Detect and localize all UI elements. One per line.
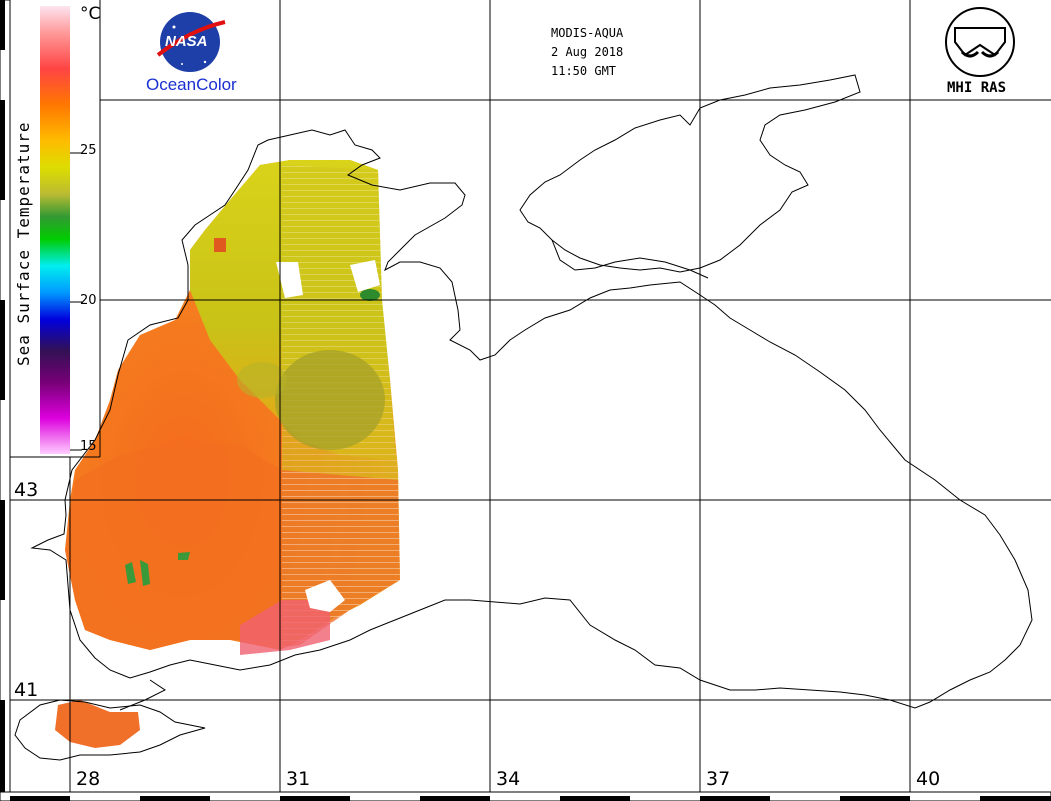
sensor-label: MODIS-AQUA <box>551 26 624 40</box>
lon-label-31: 31 <box>286 768 311 790</box>
lat-label-41: 41 <box>14 679 39 701</box>
sst-data-field <box>55 160 400 748</box>
nasa-logo-text: NASA <box>165 33 208 50</box>
lat-lon-grid <box>10 0 1051 792</box>
oceancolor-label: OceanColor <box>146 75 237 94</box>
lat-label-43: 43 <box>14 479 39 501</box>
colorbar-tick-15: 15 <box>80 439 97 454</box>
bottom-ruler <box>0 791 1051 801</box>
nasa-logo <box>156 12 226 72</box>
lon-label-28: 28 <box>76 768 101 790</box>
date-label: 2 Aug 2018 <box>551 45 624 59</box>
lon-label-40: 40 <box>916 768 941 790</box>
time-label: 11:50 GMT <box>551 64 617 78</box>
coastline <box>14 74 1033 761</box>
mhi-ras-label: MHI RAS <box>947 80 1007 96</box>
lon-label-34: 34 <box>496 768 521 790</box>
mhi-logo <box>945 7 1015 77</box>
colorbar-tick-25: 25 <box>80 143 97 158</box>
left-ruler <box>0 0 11 793</box>
colorbar-tick-20: 20 <box>80 293 97 308</box>
lon-label-37: 37 <box>706 768 731 790</box>
colorbar-title: Sea Surface Temperature <box>14 121 33 366</box>
temperature-unit: °C <box>80 4 101 24</box>
